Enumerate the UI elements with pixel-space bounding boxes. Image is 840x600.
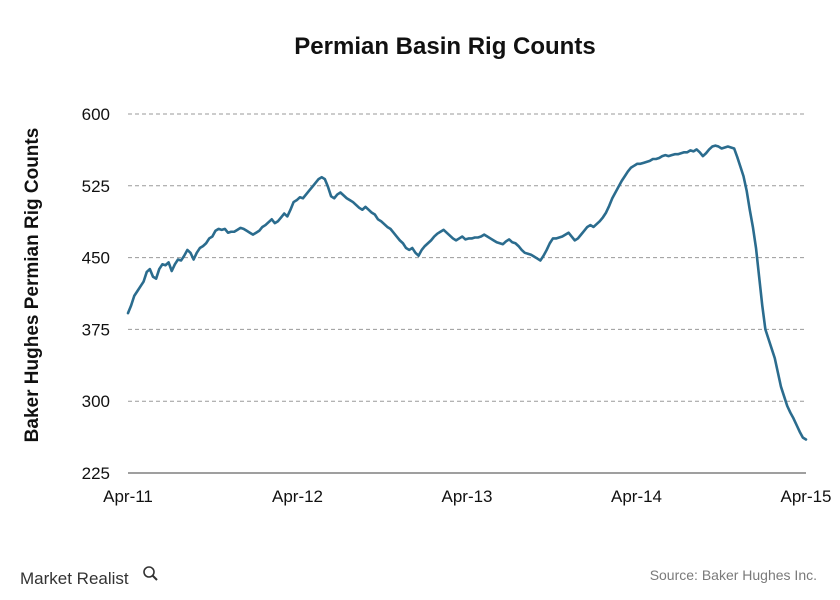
series-line: [126, 144, 808, 441]
x-tick-label: Apr-14: [611, 487, 662, 506]
y-tick-label: 300: [82, 392, 110, 411]
x-tick-label: Apr-15: [780, 487, 831, 506]
gridlines: [128, 113, 806, 402]
x-axis-ticks: Apr-11 Apr-12 Apr-13 Apr-14 Apr-15: [103, 487, 831, 506]
y-tick-label: 375: [82, 320, 110, 339]
y-axis-ticks: 225 300 375 450 525 600: [82, 105, 110, 483]
y-tick-label: 525: [82, 177, 110, 196]
y-tick-label: 225: [82, 464, 110, 483]
chart-title: Permian Basin Rig Counts: [294, 33, 595, 60]
series-group: [126, 144, 808, 441]
brand-label: Market Realist: [20, 569, 129, 588]
x-tick-label: Apr-11: [103, 487, 153, 506]
y-tick-label: 450: [82, 249, 110, 268]
magnifier-icon: [143, 566, 158, 581]
x-tick-label: Apr-13: [441, 487, 492, 506]
y-tick-label: 600: [82, 105, 110, 124]
source-note: Source: Baker Hughes Inc.: [650, 567, 817, 583]
x-tick-label: Apr-12: [272, 487, 323, 506]
y-axis-label: Baker Hughes Permian Rig Counts: [22, 128, 43, 443]
